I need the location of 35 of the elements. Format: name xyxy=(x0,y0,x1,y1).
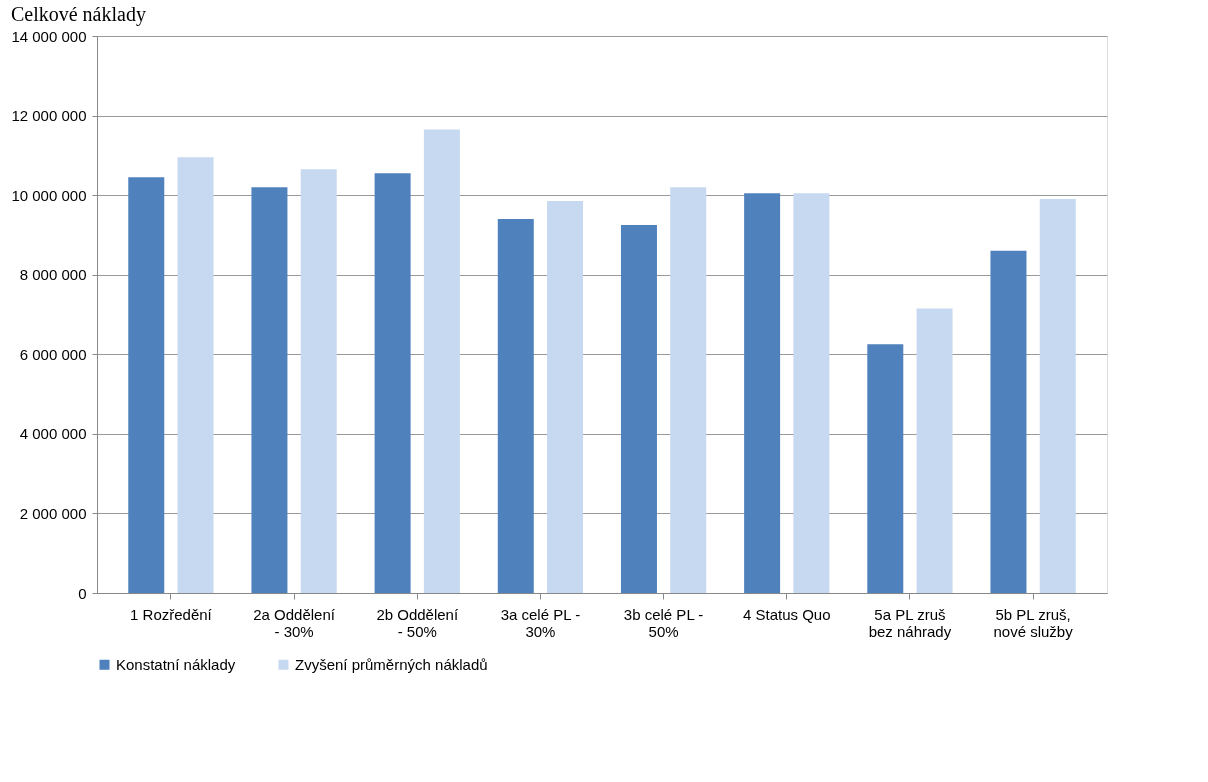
x-tick-label: 2b Oddělení - 50% xyxy=(376,605,459,640)
x-tick-label: 4 Status Quo xyxy=(742,605,831,623)
y-tick-label: 14 000 000 xyxy=(11,27,87,45)
x-tick-label: 1 Rozředění xyxy=(130,605,213,623)
y-tick-label: 10 000 000 xyxy=(11,186,87,204)
x-tick-label: 3a celé PL - 30% xyxy=(500,605,581,640)
chart-title: Celkové náklady xyxy=(10,3,146,26)
bar xyxy=(916,308,953,593)
y-tick-label: 12 000 000 xyxy=(11,107,87,125)
bar xyxy=(251,187,288,593)
bar xyxy=(990,250,1027,593)
bar xyxy=(423,129,460,593)
bar xyxy=(744,193,781,593)
bar xyxy=(670,187,707,593)
bar xyxy=(374,173,411,593)
y-tick-label: 8 000 000 xyxy=(19,266,87,284)
bar xyxy=(497,219,534,593)
legend-label: Konstatní náklady xyxy=(116,655,236,673)
legend-label: Zvyšení průměrných nákladů xyxy=(295,655,488,673)
bar xyxy=(547,201,584,593)
y-tick-label: 2 000 000 xyxy=(19,504,87,522)
x-tick-label: 5a PL zruš bez náhrady xyxy=(868,605,952,640)
y-tick-label: 6 000 000 xyxy=(19,345,87,363)
bar xyxy=(300,169,337,593)
x-tick-label: 3b celé PL - 50% xyxy=(623,605,704,640)
bar xyxy=(793,193,830,593)
bar xyxy=(1039,199,1076,593)
bar xyxy=(177,157,214,593)
y-tick-label: 4 000 000 xyxy=(19,425,87,443)
y-tick-label: 0 xyxy=(78,584,87,602)
x-tick-label: 2a Oddělení - 30% xyxy=(253,605,336,640)
x-tick-label: 5b PL zruš, nové služby xyxy=(993,605,1074,640)
bar xyxy=(620,224,657,593)
bar xyxy=(128,177,165,593)
bar xyxy=(867,344,904,593)
